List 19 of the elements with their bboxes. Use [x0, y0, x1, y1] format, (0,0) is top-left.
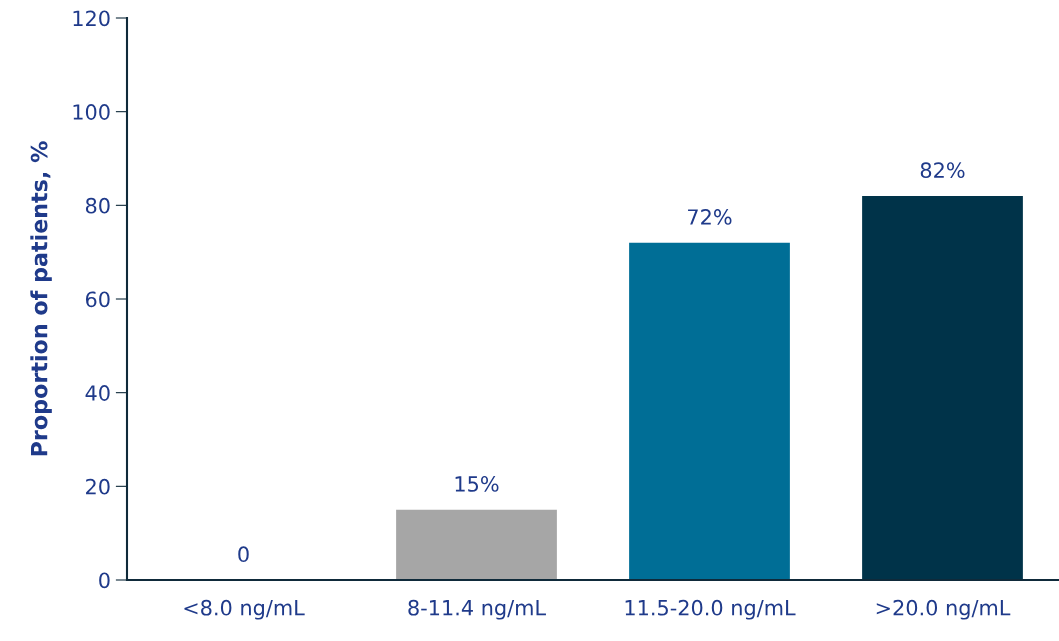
x-tick-label: >20.0 ng/mL	[876, 599, 1011, 620]
x-tick-label: <8.0 ng/mL	[184, 599, 305, 620]
y-tick-label: 60	[85, 291, 110, 308]
data-label: 72%	[688, 209, 732, 225]
data-label: 0	[238, 546, 249, 563]
y-tick-label: 0	[99, 572, 110, 589]
y-tick-label: 100	[73, 104, 110, 120]
x-tick-label: 11.5-20.0 ng/mL	[625, 599, 796, 620]
y-tick-label: 120	[73, 10, 110, 27]
y-axis-title: Proportion of patients, %	[30, 141, 52, 456]
bar	[862, 195, 1023, 580]
y-tick-label: 80	[85, 197, 110, 214]
x-tick-label: 8-11.4 ng/mL	[408, 599, 546, 620]
data-label: 15%	[455, 476, 499, 492]
bar	[629, 242, 790, 580]
y-tick-label: 20	[86, 478, 110, 495]
data-label: 82%	[920, 162, 965, 179]
bar	[396, 509, 557, 580]
y-tick-label: 40	[85, 385, 110, 401]
